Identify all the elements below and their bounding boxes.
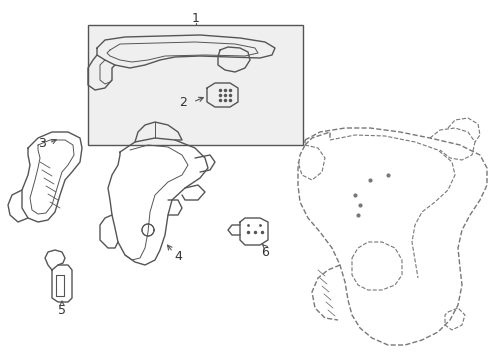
Text: 3: 3 (38, 136, 46, 149)
Text: 2: 2 (179, 95, 186, 108)
Text: 1: 1 (192, 12, 200, 24)
Text: 5: 5 (58, 303, 66, 316)
Text: 6: 6 (261, 246, 268, 258)
Text: 4: 4 (174, 251, 182, 264)
Bar (88, 25, 303, 145)
